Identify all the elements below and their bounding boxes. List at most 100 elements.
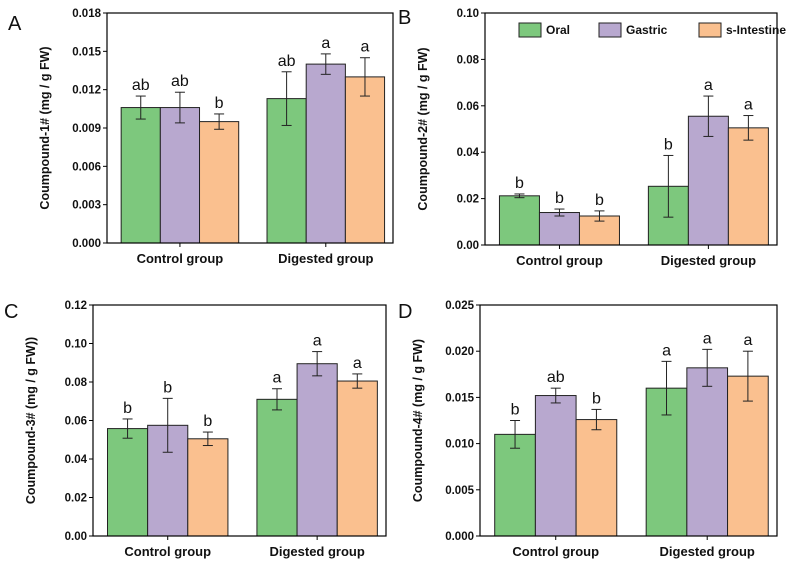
bar-oral-control — [107, 428, 149, 537]
significance-letter: a — [743, 332, 752, 349]
legend-swatch — [698, 22, 722, 38]
legend: Oral Gastric s-Intestine — [518, 22, 786, 38]
significance-letter: b — [215, 95, 224, 112]
y-tick-label: 0.10 — [65, 339, 87, 351]
y-tick-label: 0.10 — [457, 8, 479, 20]
y-tick-label: 0.006 — [72, 161, 101, 173]
y-tick-label: 0.06 — [457, 101, 479, 113]
bar-gastric-digested — [686, 367, 729, 537]
y-tick-label: 0.012 — [72, 85, 101, 97]
panel-letter: A — [8, 13, 22, 35]
y-tick-label: 0.009 — [72, 123, 101, 135]
significance-letter: a — [361, 39, 370, 56]
significance-letter: a — [273, 370, 282, 387]
significance-letter: ab — [278, 53, 296, 70]
significance-letter: a — [321, 35, 330, 52]
legend-swatch — [518, 22, 542, 38]
y-tick-label: 0.015 — [445, 392, 474, 404]
significance-letter: b — [163, 379, 172, 396]
y-axis-title: Coumpound-4# (mg / g FW) — [411, 339, 425, 502]
significance-letter: b — [123, 400, 132, 417]
y-axis-title: Coumpound-1# (mg / g FW) — [38, 46, 52, 209]
bar-s-intestine-digested — [344, 76, 386, 244]
significance-letter: b — [555, 190, 564, 207]
y-tick-label: 0.08 — [457, 54, 480, 66]
bar-oral-control — [498, 195, 540, 246]
y-axis-title: Coumpound-3# (mg / g FW)) — [24, 337, 38, 504]
significance-letter: b — [592, 390, 601, 407]
bar-oral-control — [120, 107, 161, 244]
y-tick-label: 0.08 — [65, 377, 88, 389]
chart-panel-c: C 0.00 0.02 0.04 0.06 0.08 0.10 0.12 Coumpound-3… — [4, 300, 387, 559]
bar-gastric-control — [159, 107, 201, 244]
significance-letter: b — [511, 402, 520, 419]
legend-label: Gastric — [626, 23, 668, 37]
y-tick-label: 0.04 — [457, 147, 480, 159]
legend-label: Oral — [546, 23, 570, 37]
bar-s-intestine-control — [187, 438, 229, 537]
x-category-label: Digested group — [661, 253, 756, 268]
y-tick-label: 0.00 — [65, 531, 87, 543]
x-category-label: Digested group — [660, 544, 755, 559]
y-tick-label: 0.020 — [445, 346, 474, 358]
bar-oral-control — [494, 433, 536, 537]
x-category-label: Control group — [124, 544, 211, 559]
x-category-label: Digested group — [278, 251, 373, 266]
bar-gastric-digested — [305, 63, 346, 244]
y-tick-label: 0.015 — [72, 46, 101, 58]
significance-letter: a — [662, 342, 671, 359]
significance-letter: a — [704, 77, 713, 94]
significance-letter: ab — [171, 73, 189, 90]
bar-oral-digested — [256, 398, 298, 537]
panel-letter: B — [398, 7, 411, 29]
y-tick-label: 0.02 — [65, 493, 87, 505]
y-tick-label: 0.04 — [65, 454, 88, 466]
significance-letter: a — [353, 355, 362, 372]
legend-swatch — [598, 22, 622, 38]
y-tick-label: 0.025 — [445, 300, 474, 312]
bar-s-intestine-digested — [727, 375, 769, 537]
significance-letter: ab — [547, 369, 565, 386]
y-axis-title: Coumpound-2# (mg / g FW) — [416, 47, 430, 210]
y-tick-label: 0.12 — [65, 300, 87, 312]
bar-gastric-control — [538, 212, 580, 246]
chart-panel-a: A 0.000 0.003 0.006 0.009 0.012 0.015 0.018 Coum… — [8, 8, 394, 266]
bar-s-intestine-digested — [727, 127, 769, 246]
significance-letter: b — [595, 192, 604, 209]
significance-letter: b — [515, 175, 524, 192]
x-category-label: Control group — [512, 544, 599, 559]
y-tick-label: 0.018 — [72, 8, 101, 20]
significance-letter: a — [703, 330, 712, 347]
plot-frame — [484, 12, 778, 246]
y-tick-label: 0.02 — [457, 194, 479, 206]
legend-label: s-Intestine — [726, 23, 786, 37]
y-tick-label: 0.00 — [457, 240, 479, 252]
significance-letter: ab — [132, 77, 150, 94]
significance-letter: b — [203, 413, 212, 430]
chart-panel-d: D 0.000 0.005 0.010 0.015 0.020 0.025 Coumpound… — [398, 300, 778, 559]
bar-s-intestine-digested — [336, 380, 378, 537]
y-tick-label: 0.000 — [445, 531, 474, 543]
y-tick-label: 0.005 — [445, 485, 474, 497]
panel-letter: C — [4, 301, 18, 323]
x-category-label: Control group — [516, 253, 603, 268]
plot-frame — [106, 12, 394, 244]
panel-letter: D — [398, 301, 412, 323]
bar-gastric-control — [534, 395, 577, 537]
y-tick-label: 0.003 — [72, 200, 101, 212]
y-tick-label: 0.010 — [445, 439, 474, 451]
bar-gastric-digested — [296, 363, 338, 537]
x-category-label: Digested group — [269, 544, 364, 559]
x-category-label: Control group — [137, 251, 224, 266]
chart-panel-b: B 0.00 0.02 0.04 0.06 0.08 0.10 Coumpound-2# (m… — [398, 7, 778, 268]
plot-frame — [92, 304, 387, 537]
bar-s-intestine-control — [199, 121, 240, 244]
y-tick-label: 0.000 — [72, 238, 101, 250]
significance-letter: b — [664, 136, 673, 153]
plot-frame — [479, 304, 778, 537]
y-tick-label: 0.06 — [65, 416, 87, 428]
significance-letter: a — [744, 97, 753, 114]
bar-s-intestine-control — [575, 419, 618, 537]
significance-letter: a — [313, 333, 322, 350]
